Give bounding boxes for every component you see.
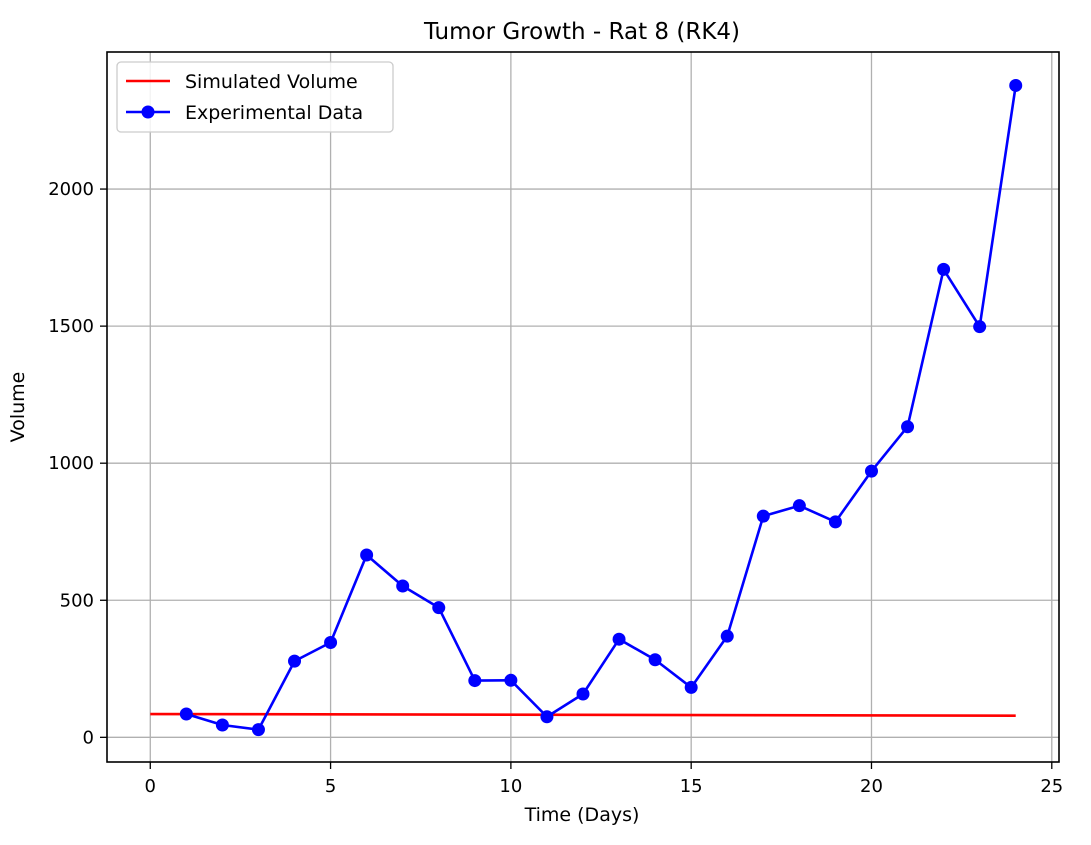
experimental-data-point xyxy=(468,674,482,688)
experimental-data-point xyxy=(901,420,915,434)
experimental-data-point xyxy=(1009,78,1023,92)
experimental-data-point xyxy=(612,632,626,646)
grid-lines xyxy=(107,52,1059,762)
x-tick-label: 25 xyxy=(1040,776,1063,797)
y-tick-label: 500 xyxy=(60,590,94,611)
plot-frame xyxy=(106,51,1060,763)
legend-label-simulated-volume: Simulated Volume xyxy=(185,71,358,93)
y-axis-label: Volume xyxy=(7,372,29,443)
experimental-data-point xyxy=(792,499,806,513)
legend-box xyxy=(116,61,394,133)
x-tick-label: 15 xyxy=(680,776,703,797)
experimental-data-point xyxy=(684,680,698,694)
experimental-data-point xyxy=(288,654,302,668)
x-tick-label: 20 xyxy=(860,776,883,797)
experimental-data-point xyxy=(251,723,265,737)
y-tick-label: 0 xyxy=(83,727,94,748)
experimental-data-point xyxy=(324,635,338,649)
x-tick-label: 0 xyxy=(145,776,156,797)
experimental-data-point xyxy=(504,673,518,687)
legend: Simulated Volume Experimental Data xyxy=(116,61,394,133)
experimental-data-point xyxy=(360,548,374,562)
axis-ticks: 0 5 10 15 20 25 0 500 1000 1500 2000 xyxy=(48,179,1063,797)
legend-label-experimental-data: Experimental Data xyxy=(185,102,363,124)
experimental-data-point xyxy=(828,515,842,529)
x-axis-label: Time (Days) xyxy=(524,804,640,826)
experimental-data-point xyxy=(540,710,554,724)
experimental-data-point xyxy=(396,579,410,593)
experimental-data-point xyxy=(215,718,229,732)
experimental-data-point xyxy=(937,262,951,276)
legend-marker-experimental-data xyxy=(141,105,155,119)
series-layer xyxy=(150,78,1023,737)
experimental-data-point xyxy=(432,601,446,615)
experimental-data-point xyxy=(179,707,193,721)
x-tick-label: 5 xyxy=(325,776,336,797)
experimental-data-point xyxy=(648,653,662,667)
chart-title: Tumor Growth - Rat 8 (RK4) xyxy=(423,19,740,45)
y-tick-label: 1500 xyxy=(48,316,94,337)
y-tick-label: 2000 xyxy=(48,179,94,200)
experimental-data-point xyxy=(864,464,878,478)
experimental-data-point xyxy=(973,320,987,334)
experimental-data-point xyxy=(720,629,734,643)
x-tick-label: 10 xyxy=(499,776,522,797)
y-tick-label: 1000 xyxy=(48,453,94,474)
experimental-data-point xyxy=(576,687,590,701)
experimental-data-line xyxy=(185,85,1018,731)
simulated-volume-line xyxy=(150,712,1016,717)
experimental-data-point xyxy=(756,509,770,523)
